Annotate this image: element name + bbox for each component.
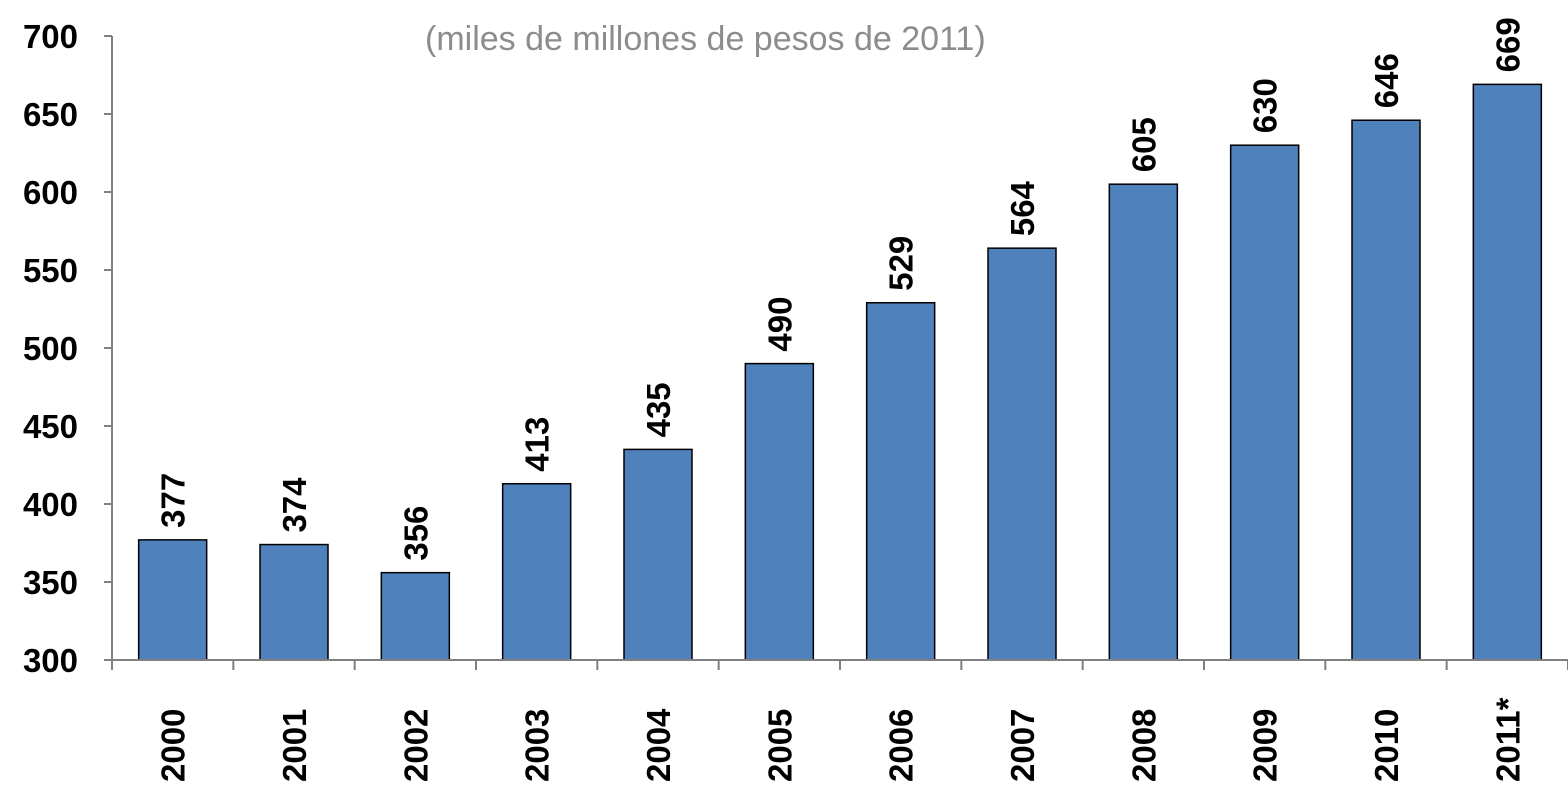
x-tick-label: 2006	[883, 709, 920, 782]
bar	[1351, 119, 1421, 661]
data-label: 529	[883, 236, 920, 291]
x-tick-label: 2003	[519, 709, 556, 782]
x-tick-label: 2002	[397, 709, 434, 782]
data-label: 490	[761, 297, 798, 352]
data-label: 435	[640, 382, 677, 437]
data-label: 646	[1368, 53, 1405, 108]
bar	[623, 448, 693, 661]
data-label: 630	[1247, 78, 1284, 133]
x-tick-label: 2000	[155, 709, 192, 782]
bar	[1229, 144, 1300, 661]
bar	[259, 543, 329, 661]
data-label: 356	[397, 506, 434, 561]
y-tick-label: 500	[23, 330, 78, 367]
data-label: 605	[1125, 117, 1162, 172]
data-label: 377	[155, 473, 192, 528]
x-tick-label: 2008	[1125, 709, 1162, 782]
x-tick-label: 2009	[1247, 709, 1284, 782]
data-label: 669	[1489, 17, 1526, 72]
data-label: 374	[276, 477, 313, 533]
x-tick-label: 2011*	[1489, 697, 1526, 782]
bar	[137, 539, 208, 661]
y-tick-label: 300	[23, 642, 78, 679]
x-tick-label: 2007	[1004, 709, 1041, 782]
y-tick-label: 700	[23, 18, 78, 55]
bar	[744, 362, 815, 661]
y-tick-label: 550	[23, 252, 78, 289]
bar	[987, 247, 1057, 661]
y-tick-label: 450	[23, 408, 78, 445]
bar	[865, 302, 936, 661]
y-tick-label: 400	[23, 486, 78, 523]
bar	[380, 571, 451, 661]
y-tick-label: 600	[23, 174, 78, 211]
bar	[1108, 183, 1179, 661]
bar	[501, 482, 572, 661]
x-tick-label: 2010	[1368, 709, 1405, 782]
y-tick-label: 650	[23, 96, 78, 133]
data-label: 564	[1004, 180, 1041, 236]
chart-subtitle: (miles de millones de pesos de 2011)	[425, 20, 986, 58]
x-tick-label: 2004	[640, 708, 677, 782]
x-tick-label: 2001	[276, 709, 313, 782]
x-tick-label: 2005	[761, 709, 798, 782]
bar	[1472, 83, 1543, 661]
data-label: 413	[519, 417, 556, 472]
y-tick-label: 350	[23, 564, 78, 601]
